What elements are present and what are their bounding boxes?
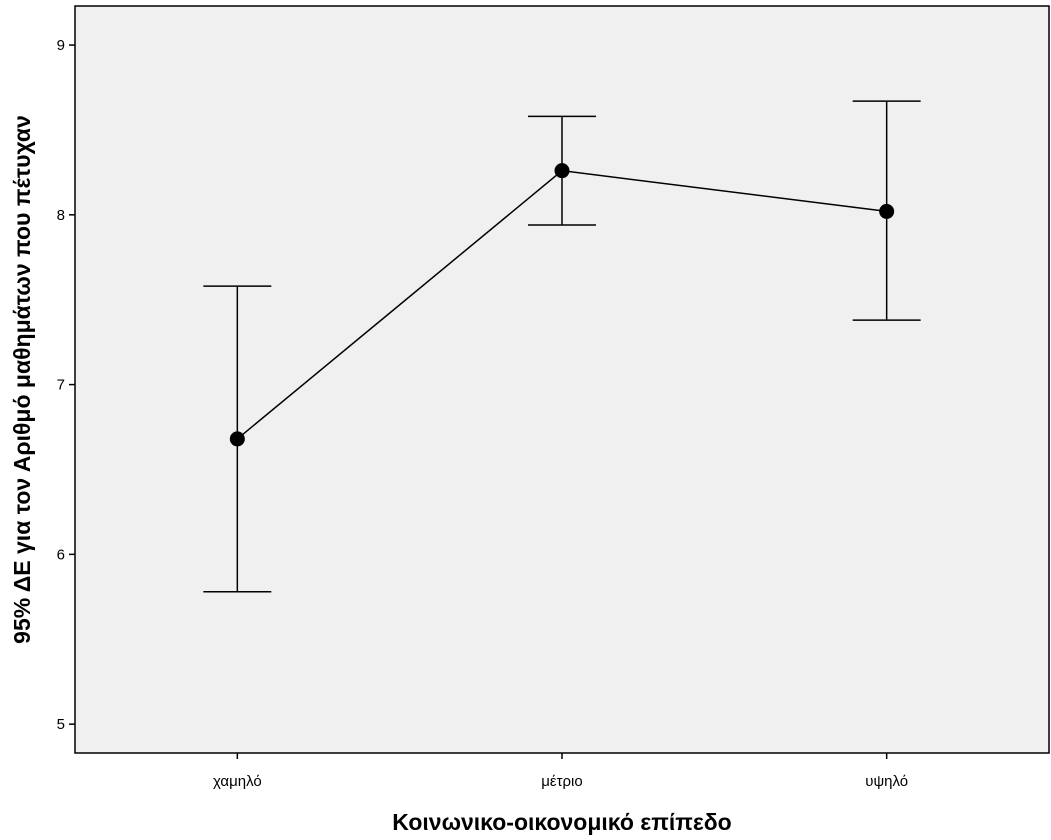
- y-tick-label: 9: [57, 37, 65, 54]
- y-tick-label: 5: [57, 716, 65, 733]
- x-tick-label: υψηλό: [865, 773, 908, 790]
- x-tick-label: χαμηλό: [213, 773, 262, 790]
- x-axis-title: Κοινωνικο-οικονομικό επίπεδο: [392, 809, 732, 835]
- mean-point: [879, 203, 895, 219]
- mean-point: [229, 431, 245, 447]
- y-tick-label: 7: [57, 377, 65, 394]
- y-tick-label: 8: [57, 207, 65, 224]
- mean-point: [554, 163, 570, 179]
- y-tick-label: 6: [57, 546, 65, 563]
- x-axis: χαμηλό μέτριο υψηλό: [213, 753, 908, 790]
- x-tick-label: μέτριο: [541, 773, 582, 790]
- y-axis: 5 6 7 8 9: [57, 37, 75, 733]
- mean-series: [203, 100, 921, 593]
- y-axis-title: 95% ΔΕ για τον Αριθμό μαθημάτων που πέτυ…: [9, 115, 35, 644]
